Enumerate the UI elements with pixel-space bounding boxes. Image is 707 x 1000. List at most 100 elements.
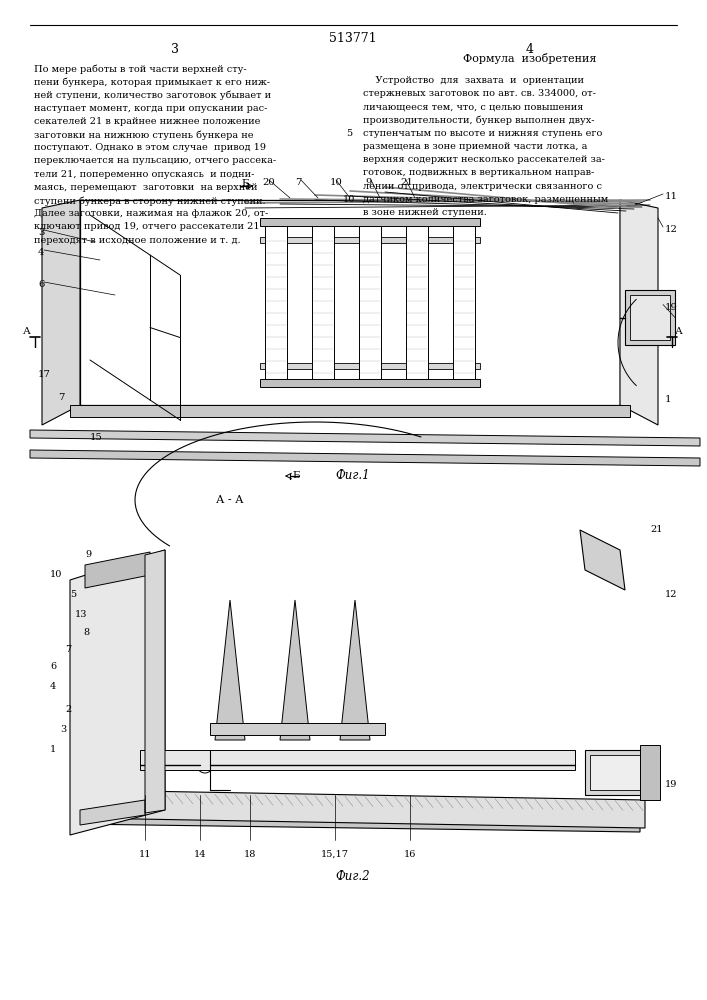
Text: 21: 21 — [650, 525, 662, 534]
Bar — [312, 226, 334, 379]
Text: 2: 2 — [65, 705, 71, 714]
Text: Б: Б — [292, 471, 300, 480]
Text: Фиг.2: Фиг.2 — [336, 870, 370, 883]
Text: 15: 15 — [90, 433, 103, 442]
Text: 10: 10 — [330, 178, 343, 187]
Text: А: А — [675, 327, 683, 336]
Bar — [625, 290, 675, 345]
Text: производительности, бункер выполнен двух-: производительности, бункер выполнен двух… — [363, 116, 595, 125]
Polygon shape — [145, 550, 165, 813]
Text: По мере работы в той части верхней сту-: По мере работы в той части верхней сту- — [34, 64, 247, 74]
Polygon shape — [70, 405, 630, 417]
Polygon shape — [30, 450, 700, 466]
Text: 9: 9 — [85, 550, 91, 559]
Polygon shape — [620, 200, 658, 425]
Text: верхняя содержит несколько рассекателей за-: верхняя содержит несколько рассекателей … — [363, 155, 605, 164]
Circle shape — [197, 757, 213, 773]
Text: размещена в зоне приемной части лотка, а: размещена в зоне приемной части лотка, а — [363, 142, 588, 151]
Bar — [210, 723, 385, 735]
Text: личающееся тем, что, с целью повышения: личающееся тем, что, с целью повышения — [363, 102, 583, 111]
Text: А - А: А - А — [216, 495, 244, 505]
Text: наступает момент, когда при опускании рас-: наступает момент, когда при опускании ра… — [34, 104, 267, 113]
Text: 513771: 513771 — [329, 32, 377, 45]
Text: стержневых заготовок по авт. св. 334000, от-: стержневых заготовок по авт. св. 334000,… — [363, 89, 596, 98]
Text: переключается на пульсацию, отчего рассека-: переключается на пульсацию, отчего рассе… — [34, 156, 276, 165]
Polygon shape — [80, 800, 145, 825]
Text: 6: 6 — [50, 662, 56, 671]
Bar — [260, 218, 480, 226]
Polygon shape — [215, 600, 245, 740]
Polygon shape — [85, 552, 150, 588]
Text: 3: 3 — [171, 43, 179, 56]
Text: А: А — [23, 327, 31, 336]
Text: 19: 19 — [665, 780, 677, 789]
Bar — [260, 237, 480, 243]
Text: Б: Б — [241, 179, 249, 188]
Text: 17: 17 — [38, 370, 51, 379]
Polygon shape — [340, 600, 370, 740]
Text: Далее заготовки, нажимая на флажок 20, от-: Далее заготовки, нажимая на флажок 20, о… — [34, 209, 268, 218]
Text: ней ступени, количество заготовок убывает и: ней ступени, количество заготовок убывае… — [34, 90, 271, 100]
Bar — [406, 226, 428, 379]
Text: 9: 9 — [365, 178, 371, 187]
Text: 4: 4 — [526, 43, 534, 56]
Text: 16: 16 — [404, 850, 416, 859]
Text: Фиг.1: Фиг.1 — [336, 469, 370, 482]
Bar — [453, 226, 475, 379]
Bar — [260, 363, 480, 369]
Text: датчиком количества заготовок, размещенным: датчиком количества заготовок, размещенн… — [363, 195, 608, 204]
Text: 19: 19 — [665, 302, 678, 312]
Text: заготовки на нижнюю ступень бункера не: заготовки на нижнюю ступень бункера не — [34, 130, 254, 139]
Text: 5: 5 — [346, 129, 352, 138]
Text: 3: 3 — [60, 725, 66, 734]
Polygon shape — [42, 200, 80, 425]
Text: тели 21, попеременно опускаясь  и подни-: тели 21, попеременно опускаясь и подни- — [34, 170, 255, 179]
Text: 1: 1 — [50, 745, 57, 754]
Polygon shape — [75, 812, 640, 832]
Bar — [359, 226, 381, 379]
Bar — [590, 755, 640, 790]
Text: 5: 5 — [70, 590, 76, 599]
Bar — [630, 295, 670, 340]
Text: секателей 21 в крайнее нижнее положение: секателей 21 в крайнее нижнее положение — [34, 117, 260, 126]
Text: 14: 14 — [194, 850, 206, 859]
Text: поступают. Однако в этом случае  привод 19: поступают. Однако в этом случае привод 1… — [34, 143, 266, 152]
Text: 7: 7 — [295, 178, 301, 187]
Text: 7: 7 — [58, 393, 64, 402]
Text: готовок, подвижных в вертикальном направ-: готовок, подвижных в вертикальном направ… — [363, 168, 595, 177]
Bar — [585, 750, 645, 795]
Text: в зоне нижней ступени.: в зоне нижней ступени. — [363, 208, 487, 217]
Text: ступенчатым по высоте и нижняя ступень его: ступенчатым по высоте и нижняя ступень е… — [363, 129, 602, 138]
Text: 20: 20 — [262, 178, 275, 187]
Polygon shape — [80, 200, 620, 212]
Polygon shape — [30, 430, 700, 446]
Text: Устройство  для  захвата  и  ориентации: Устройство для захвата и ориентации — [363, 76, 584, 85]
Polygon shape — [280, 600, 310, 740]
Text: 10: 10 — [343, 195, 355, 204]
Text: Формула  изобретения: Формула изобретения — [463, 53, 597, 64]
Text: маясь, перемещают  заготовки  на верхней: маясь, перемещают заготовки на верхней — [34, 183, 257, 192]
Text: переходят в исходное положение и т. д.: переходят в исходное положение и т. д. — [34, 236, 240, 245]
Text: ступени бункера в сторону нижней ступени.: ступени бункера в сторону нижней ступени… — [34, 196, 266, 206]
Text: 13: 13 — [75, 610, 88, 619]
Text: 4: 4 — [50, 682, 57, 691]
Text: 1: 1 — [665, 395, 672, 404]
Text: 3: 3 — [38, 228, 45, 237]
Bar — [260, 379, 480, 387]
Polygon shape — [580, 530, 625, 590]
Text: 12: 12 — [665, 590, 677, 599]
Bar — [265, 226, 287, 379]
Text: 11: 11 — [139, 850, 151, 859]
Text: 15,17: 15,17 — [321, 850, 349, 859]
Text: ключают привод 19, отчего рассекатели 21: ключают привод 19, отчего рассекатели 21 — [34, 222, 259, 231]
Bar — [640, 745, 660, 800]
Polygon shape — [80, 790, 645, 828]
Text: 6: 6 — [38, 280, 45, 289]
Text: 4: 4 — [38, 248, 45, 257]
Bar — [80, 200, 620, 405]
Text: 7: 7 — [65, 645, 71, 654]
Text: 21: 21 — [400, 178, 413, 187]
Text: 8: 8 — [83, 628, 89, 637]
Text: 18: 18 — [244, 850, 256, 859]
Bar — [140, 750, 575, 770]
